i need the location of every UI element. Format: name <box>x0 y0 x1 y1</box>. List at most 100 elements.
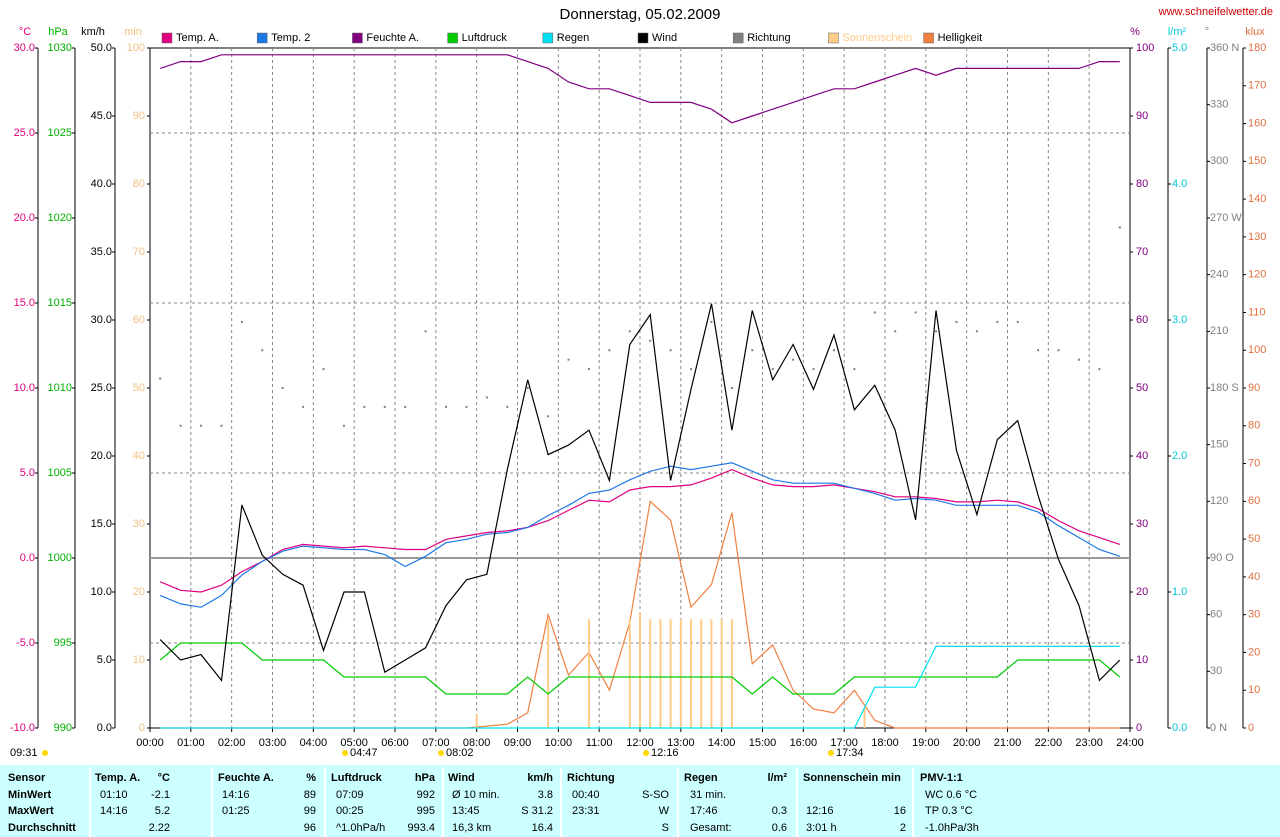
y-tick-label: 30 <box>1248 609 1260 621</box>
direction-dot <box>955 320 958 323</box>
y-tick-label: 1025 <box>48 127 72 139</box>
x-tick-label: 11:00 <box>586 737 613 749</box>
table-cell: 96 <box>304 822 316 834</box>
direction-dot <box>690 368 693 371</box>
sun-time: 04:47 <box>350 747 378 759</box>
table-cell: 07:09 <box>336 789 364 801</box>
y-tick-label: 0 N <box>1210 722 1227 734</box>
y-tick-label: 10 <box>133 654 145 666</box>
x-tick-label: 00:00 <box>136 737 164 749</box>
y-tick-label: -10.0 <box>10 722 35 734</box>
y-tick-label: 990 <box>54 722 72 734</box>
table-header: Feuchte A. <box>218 772 274 784</box>
y-tick-label: 50 <box>133 382 145 394</box>
y-tick-label: 50.0 <box>91 42 112 54</box>
direction-dot <box>751 349 754 352</box>
y-tick-label: 330 <box>1210 99 1228 111</box>
y-tick-label: 100 <box>1136 42 1154 54</box>
legend-swatch <box>542 32 554 44</box>
table-cell: MaxWert <box>8 805 54 817</box>
direction-dot <box>873 311 876 314</box>
x-tick-label: 04:00 <box>300 737 328 749</box>
x-tick-label: 22:00 <box>1035 737 1063 749</box>
x-tick-label: 10:00 <box>545 737 573 749</box>
direction-dot <box>383 405 386 408</box>
y-tick-label: 35.0 <box>91 246 112 258</box>
direction-dot <box>281 387 284 389</box>
table-header: Temp. A. <box>95 772 140 784</box>
table-cell: 16.4 <box>532 822 553 834</box>
table-cell: 31 min. <box>690 789 726 801</box>
y-tick-label: 110 <box>1248 306 1266 318</box>
x-tick-label: 02:00 <box>218 737 246 749</box>
legend-label: Wind <box>652 32 677 44</box>
x-tick-label: 09:00 <box>504 737 532 749</box>
y-tick-label: 2.0 <box>1172 450 1187 462</box>
direction-dot <box>445 405 448 408</box>
direction-dot <box>1057 349 1060 352</box>
direction-dot <box>812 368 815 371</box>
x-tick-label: 20:00 <box>953 737 981 749</box>
axis-unit: l/m² <box>1168 26 1187 38</box>
series-line <box>160 645 1120 729</box>
x-tick-label: 12:00 <box>626 737 654 749</box>
table-cell: 14:16 <box>100 805 128 817</box>
table-cell: 2 <box>900 822 906 834</box>
y-tick-label: -5.0 <box>16 637 35 649</box>
table-cell: 0.6 <box>772 822 787 834</box>
y-tick-label: 20 <box>1136 586 1148 598</box>
direction-dot <box>465 405 468 408</box>
legend-label: Richtung <box>747 32 790 44</box>
direction-dot <box>342 424 345 427</box>
table-cell: 5.2 <box>155 805 170 817</box>
direction-dot <box>547 415 550 418</box>
y-tick-label: 40 <box>133 450 145 462</box>
stats-background <box>0 765 1280 837</box>
table-header: Luftdruck <box>331 772 383 784</box>
x-tick-label: 01:00 <box>177 737 205 749</box>
x-tick-label: 23:00 <box>1075 737 1103 749</box>
y-tick-label: 20 <box>133 586 145 598</box>
legend-swatch <box>637 32 649 44</box>
table-cell: 89 <box>304 789 316 801</box>
x-tick-label: 05:00 <box>340 737 368 749</box>
y-tick-label: 150 <box>1210 439 1228 451</box>
series-line <box>159 468 1120 593</box>
chart-title: Donnerstag, 05.02.2009 <box>560 6 721 23</box>
y-tick-label: 995 <box>54 637 72 649</box>
y-tick-label: 20.0 <box>91 450 112 462</box>
y-tick-label: 90 <box>1136 110 1148 122</box>
y-tick-label: 20.0 <box>14 212 35 224</box>
y-tick-label: 150 <box>1248 155 1266 167</box>
axis-unit: klux <box>1245 26 1265 38</box>
y-tick-label: 10.0 <box>14 382 35 394</box>
direction-dot <box>1037 349 1040 352</box>
direction-dot <box>730 387 733 389</box>
table-cell: W <box>659 805 670 817</box>
series-line <box>159 642 1121 695</box>
y-tick-label: 60 <box>133 314 145 326</box>
table-cell: S 31.2 <box>521 805 553 817</box>
table-cell: 995 <box>417 805 435 817</box>
sun-time: 12:16 <box>651 747 679 759</box>
table-cell: -2.1 <box>151 789 170 801</box>
y-tick-label: 70 <box>1136 246 1148 258</box>
direction-dot <box>771 368 774 371</box>
y-tick-label: 40.0 <box>91 178 112 190</box>
direction-dot <box>1118 226 1121 229</box>
direction-dot <box>649 339 652 342</box>
legend-label: Feuchte A. <box>366 32 419 44</box>
legend-swatch <box>923 32 934 44</box>
x-tick-label: 21:00 <box>994 737 1022 749</box>
y-tick-label: 100 <box>127 42 145 54</box>
direction-dot <box>526 387 529 389</box>
y-tick-label: 40 <box>1248 571 1260 583</box>
direction-dot <box>1098 368 1101 371</box>
x-tick-label: 15:00 <box>749 737 777 749</box>
direction-dot <box>179 424 182 427</box>
table-cell: 13:45 <box>452 805 480 817</box>
y-tick-label: 0.0 <box>97 722 112 734</box>
direction-dot <box>261 349 264 352</box>
legend-label: Temp. 2 <box>271 32 310 44</box>
